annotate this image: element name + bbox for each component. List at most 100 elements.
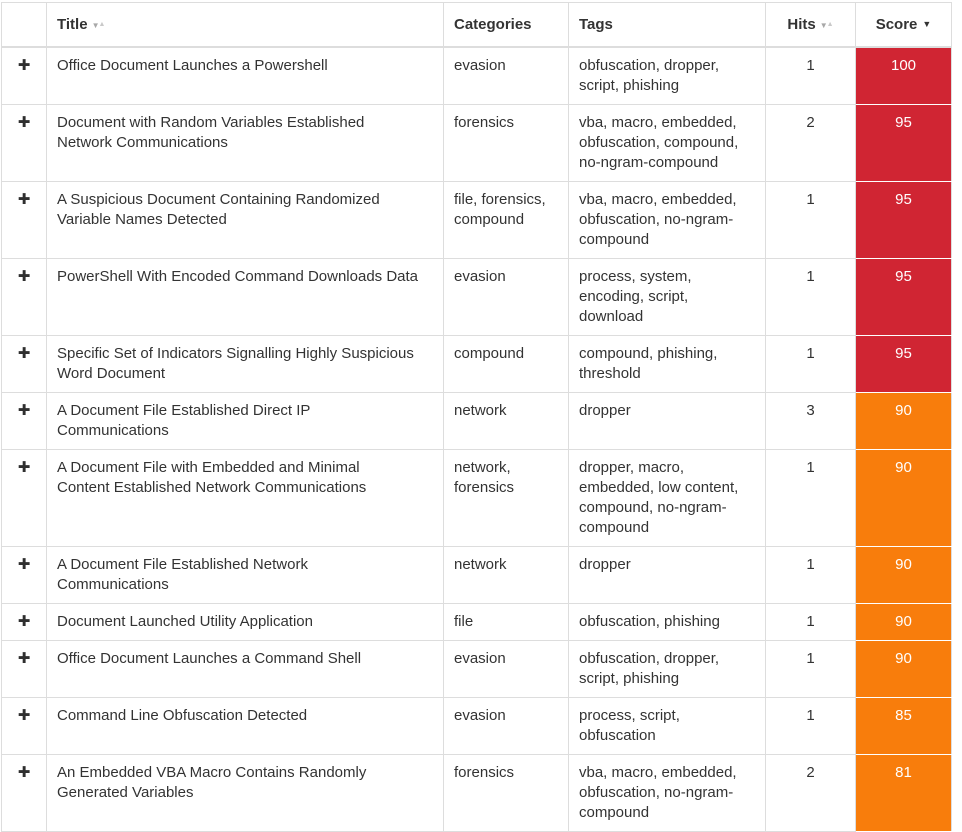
signature-title: Document Launched Utility Application xyxy=(46,603,444,641)
signature-categories: file, forensics, compound xyxy=(443,181,569,259)
plus-icon: ✚ xyxy=(17,114,31,131)
signature-row: ✚ An Embedded VBA Macro Contains Randomly… xyxy=(1,754,952,832)
signature-score-badge: 81 xyxy=(855,754,952,832)
plus-icon: ✚ xyxy=(17,650,31,667)
expand-row-button[interactable]: ✚ xyxy=(18,556,31,574)
signature-score-badge: 95 xyxy=(855,258,952,336)
signature-row: ✚ Office Document Launches a Command Shel… xyxy=(1,640,952,698)
signature-tags: process, system, encoding, script, downl… xyxy=(568,258,766,336)
plus-icon: ✚ xyxy=(17,402,31,419)
signature-categories: network xyxy=(443,546,569,604)
signature-categories: compound xyxy=(443,335,569,393)
signature-title: PowerShell With Encoded Command Download… xyxy=(46,258,444,336)
expand-cell: ✚ xyxy=(1,181,47,259)
signature-tags: process, script, obfuscation xyxy=(568,697,766,755)
sort-descending-caret-icon: ▼ xyxy=(922,19,932,29)
expand-row-button[interactable]: ✚ xyxy=(18,650,31,668)
column-header-score[interactable]: Score ▼ xyxy=(855,2,952,48)
signature-hits: 1 xyxy=(765,546,856,604)
signature-row: ✚ Document with Random Variables Establis… xyxy=(1,104,952,182)
signature-row: ✚ Document Launched Utility Application fi… xyxy=(1,603,952,641)
signature-tags: obfuscation, phishing xyxy=(568,603,766,641)
signature-hits: 2 xyxy=(765,104,856,182)
signature-title: An Embedded VBA Macro Contains Randomly … xyxy=(46,754,444,832)
signature-title: Specific Set of Indicators Signalling Hi… xyxy=(46,335,444,393)
column-header-score-label: Score xyxy=(875,16,918,33)
signature-score-badge: 90 xyxy=(855,449,952,547)
signature-hits: 1 xyxy=(765,640,856,698)
expand-row-button[interactable]: ✚ xyxy=(18,459,31,477)
signature-categories: network, forensics xyxy=(443,449,569,547)
signature-score-badge: 90 xyxy=(855,640,952,698)
signature-hits: 2 xyxy=(765,754,856,832)
expand-row-button[interactable]: ✚ xyxy=(18,613,31,631)
expand-cell: ✚ xyxy=(1,697,47,755)
plus-icon: ✚ xyxy=(17,707,31,724)
signature-tags: vba, macro, embedded, obfuscation, compo… xyxy=(568,104,766,182)
signature-tags: obfuscation, dropper, script, phishing xyxy=(568,640,766,698)
plus-icon: ✚ xyxy=(17,459,31,476)
signature-row: ✚ A Document File Established Direct IP C… xyxy=(1,392,952,450)
signature-score-badge: 90 xyxy=(855,392,952,450)
signatures-table-body: ✚ Office Document Launches a Powershell ev… xyxy=(1,46,952,832)
expand-cell: ✚ xyxy=(1,46,47,105)
plus-icon: ✚ xyxy=(17,556,31,573)
signature-score-badge: 90 xyxy=(855,603,952,641)
signature-row: ✚ Office Document Launches a Powershell ev… xyxy=(1,46,952,105)
signature-categories: evasion xyxy=(443,46,569,105)
expand-row-button[interactable]: ✚ xyxy=(18,764,31,782)
signature-score-badge: 90 xyxy=(855,546,952,604)
expand-cell: ✚ xyxy=(1,104,47,182)
sort-unsorted-icon: ▼▲ xyxy=(92,16,106,33)
sort-down-triangle-icon: ▼ xyxy=(819,21,828,30)
signature-hits: 1 xyxy=(765,258,856,336)
signature-tags: vba, macro, embedded, obfuscation, no-ng… xyxy=(568,181,766,259)
signature-tags: vba, macro, embedded, obfuscation, no-ng… xyxy=(568,754,766,832)
expand-row-button[interactable]: ✚ xyxy=(18,191,31,209)
column-header-title-label: Title xyxy=(57,16,88,33)
signature-categories: evasion xyxy=(443,697,569,755)
plus-icon: ✚ xyxy=(17,57,31,74)
expand-cell: ✚ xyxy=(1,335,47,393)
expand-row-button[interactable]: ✚ xyxy=(18,268,31,286)
signature-categories: file xyxy=(443,603,569,641)
plus-icon: ✚ xyxy=(17,191,31,208)
sort-up-triangle-icon: ▲ xyxy=(98,21,106,28)
expand-row-button[interactable]: ✚ xyxy=(18,57,31,75)
column-header-tags-label: Tags xyxy=(579,16,613,33)
signature-score-badge: 95 xyxy=(855,104,952,182)
expand-row-button[interactable]: ✚ xyxy=(18,402,31,420)
signature-row: ✚ A Document File Established Network Com… xyxy=(1,546,952,604)
column-header-title[interactable]: Title ▼▲ xyxy=(46,2,444,48)
expand-row-button[interactable]: ✚ xyxy=(18,707,31,725)
expand-cell: ✚ xyxy=(1,640,47,698)
sort-down-triangle-icon: ▼ xyxy=(91,21,100,30)
signature-title: A Suspicious Document Containing Randomi… xyxy=(46,181,444,259)
expand-row-button[interactable]: ✚ xyxy=(18,345,31,363)
plus-icon: ✚ xyxy=(17,345,31,362)
column-header-expand xyxy=(1,2,47,48)
expand-cell: ✚ xyxy=(1,449,47,547)
column-header-categories: Categories xyxy=(443,2,569,48)
expand-row-button[interactable]: ✚ xyxy=(18,114,31,132)
signature-title: Office Document Launches a Command Shell xyxy=(46,640,444,698)
signature-categories: evasion xyxy=(443,258,569,336)
signature-score-badge: 95 xyxy=(855,181,952,259)
column-header-hits-label: Hits xyxy=(787,16,816,33)
signature-tags: dropper xyxy=(568,392,766,450)
expand-cell: ✚ xyxy=(1,603,47,641)
signature-categories: evasion xyxy=(443,640,569,698)
column-header-hits[interactable]: Hits ▼▲ xyxy=(765,2,856,48)
signature-title: Command Line Obfuscation Detected xyxy=(46,697,444,755)
signature-tags: dropper xyxy=(568,546,766,604)
signature-row: ✚ Specific Set of Indicators Signalling H… xyxy=(1,335,952,393)
signature-tags: dropper, macro, embedded, low content, c… xyxy=(568,449,766,547)
signature-title: Office Document Launches a Powershell xyxy=(46,46,444,105)
expand-cell: ✚ xyxy=(1,258,47,336)
signature-categories: forensics xyxy=(443,754,569,832)
signature-categories: network xyxy=(443,392,569,450)
signature-row: ✚ A Document File with Embedded and Minim… xyxy=(1,449,952,547)
signature-score-badge: 95 xyxy=(855,335,952,393)
signature-hits: 1 xyxy=(765,603,856,641)
